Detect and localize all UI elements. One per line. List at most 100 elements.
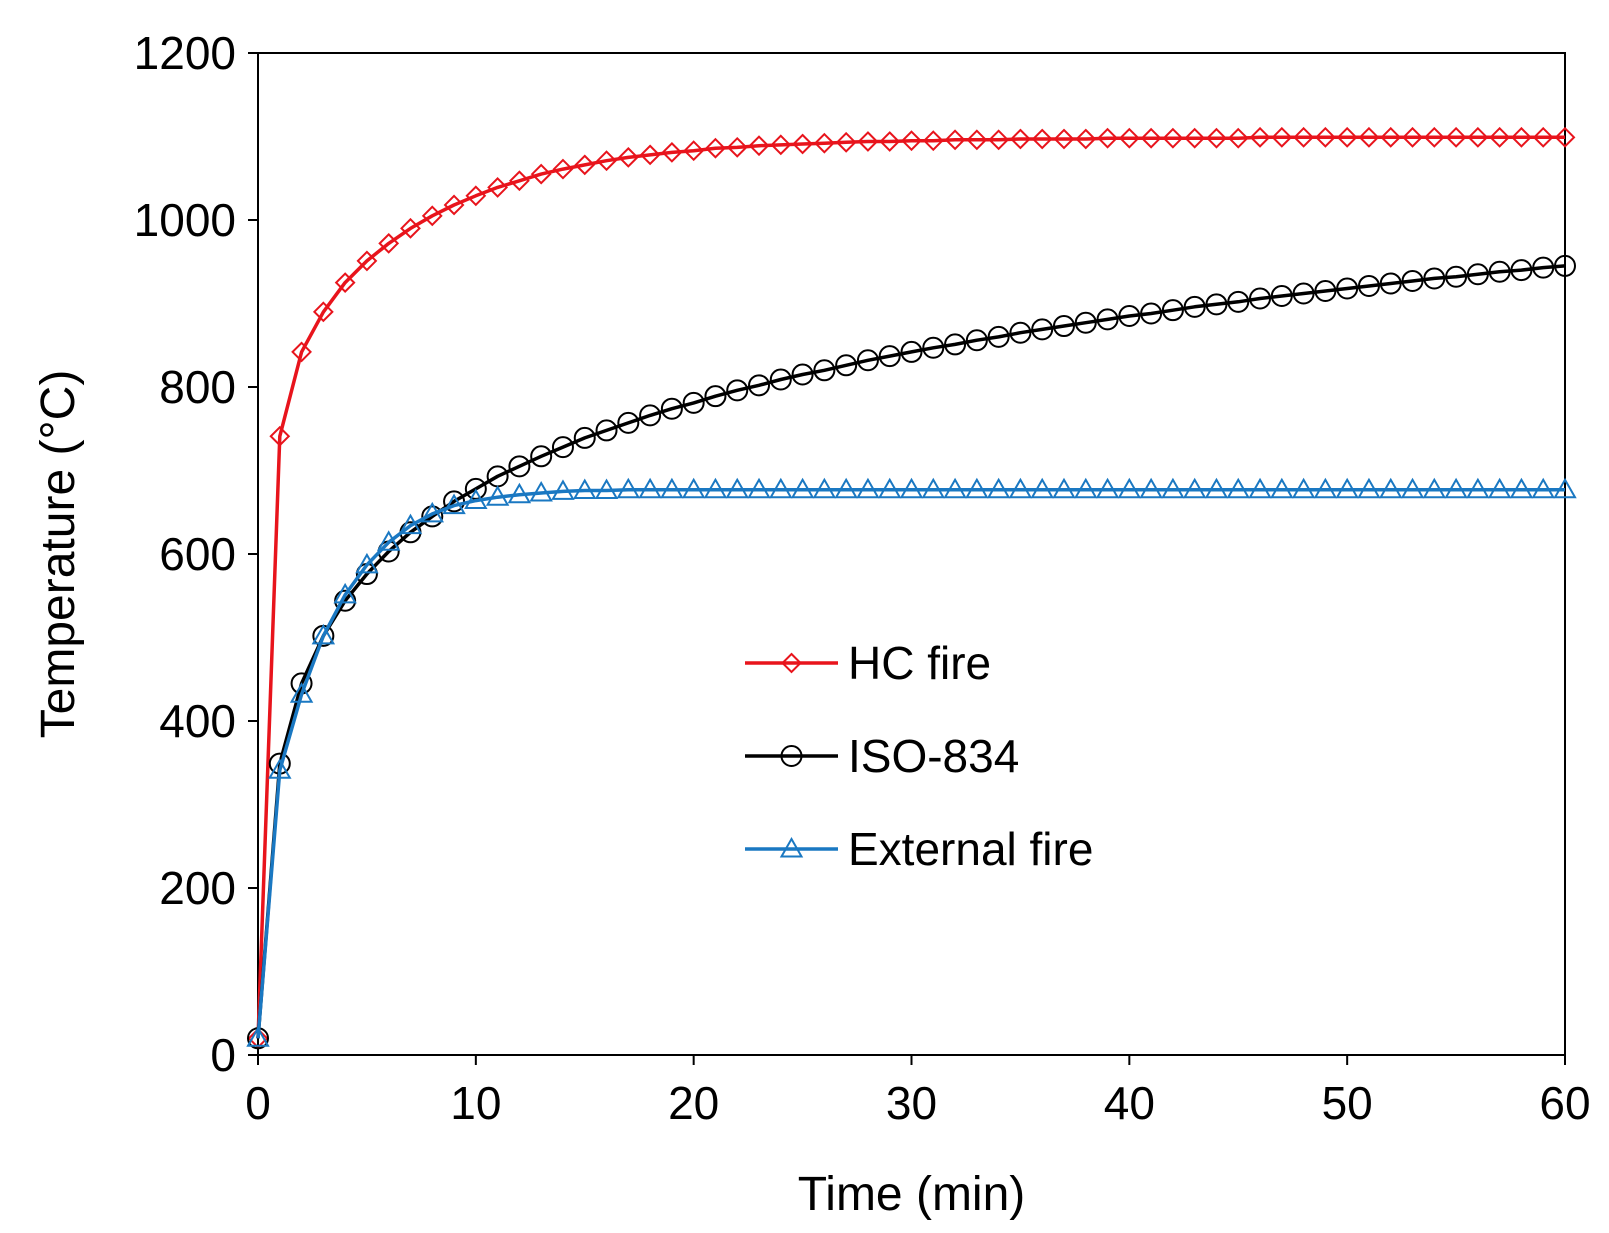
- y-tick-label: 600: [159, 528, 236, 580]
- data-point: [1053, 128, 1075, 150]
- data-point: [878, 345, 901, 368]
- data-point: [944, 129, 966, 151]
- data-point: [1205, 293, 1228, 316]
- data-point: [704, 385, 727, 408]
- data-point: [966, 129, 988, 151]
- data-point: [1400, 477, 1425, 499]
- data-point: [333, 582, 357, 604]
- data-point: [1030, 477, 1054, 499]
- data-point: [1357, 274, 1380, 297]
- data-point: [1206, 127, 1227, 149]
- data-point: [291, 341, 312, 363]
- data-point: [421, 505, 444, 528]
- data-point: [879, 131, 901, 152]
- data-point: [616, 477, 641, 499]
- data-point: [1423, 267, 1446, 290]
- data-point: [792, 133, 813, 155]
- data-point: [987, 325, 1010, 348]
- data-point: [1162, 127, 1184, 149]
- data-point: [965, 477, 989, 499]
- data-point: [268, 758, 292, 779]
- data-point: [1511, 126, 1532, 148]
- data-point: [1466, 263, 1489, 286]
- data-point: [1118, 305, 1141, 328]
- data-point: [1336, 277, 1359, 300]
- data-point: [595, 419, 618, 442]
- data-point: [965, 329, 988, 352]
- data-point: [812, 477, 837, 499]
- data-point: [834, 477, 858, 499]
- x-tick-label: 20: [668, 1077, 719, 1129]
- data-point: [770, 134, 792, 156]
- data-point: [638, 477, 662, 499]
- y-tick-label: 0: [210, 1029, 236, 1081]
- data-point: [748, 135, 770, 157]
- legend-item: External fire: [745, 823, 1093, 875]
- data-point: [1531, 477, 1555, 499]
- data-point: [1183, 295, 1206, 318]
- legend-marker: [779, 836, 804, 858]
- data-point: [791, 363, 814, 386]
- data-point: [639, 404, 662, 427]
- data-point: [1554, 126, 1576, 148]
- data-point: [1401, 269, 1424, 292]
- data-point: [529, 481, 553, 502]
- x-tick-label: 10: [450, 1077, 501, 1129]
- data-point: [835, 131, 857, 153]
- series-line: [256, 135, 1565, 1039]
- data-point: [1380, 126, 1402, 148]
- data-point: [1554, 254, 1576, 277]
- data-point: [986, 477, 1011, 499]
- data-point: [1314, 279, 1337, 302]
- data-point: [573, 426, 596, 449]
- series-iso-834: [247, 254, 1576, 1050]
- data-point: [1097, 127, 1118, 149]
- data-point: [726, 379, 749, 402]
- data-point: [660, 397, 683, 420]
- data-point: [551, 479, 575, 500]
- data-point: [594, 478, 619, 500]
- legend-label: HC fire: [848, 637, 991, 689]
- data-point: [1445, 126, 1467, 148]
- data-point: [334, 272, 356, 294]
- x-tick-label: 50: [1322, 1077, 1373, 1129]
- data-point: [1140, 127, 1162, 149]
- legend-label: External fire: [848, 823, 1093, 875]
- legend-marker: [781, 652, 802, 674]
- data-point: [400, 217, 421, 239]
- data-point: [1074, 477, 1098, 499]
- data-point: [1402, 126, 1423, 148]
- data-point: [508, 455, 531, 478]
- legend: HC fire ISO-834 External fire: [745, 637, 1093, 875]
- data-point: [1357, 477, 1381, 499]
- data-point: [1532, 126, 1554, 148]
- data-point: [769, 368, 792, 391]
- data-point: [1271, 126, 1293, 148]
- data-point: [617, 146, 639, 168]
- data-point: [725, 477, 749, 499]
- data-point: [726, 136, 748, 158]
- series-external-fire: [246, 477, 1577, 1047]
- data-point: [1139, 477, 1163, 499]
- data-point: [1117, 477, 1142, 499]
- series-line: [256, 487, 1565, 1039]
- data-point: [355, 552, 379, 574]
- data-point: [1095, 477, 1120, 499]
- data-point: [443, 490, 466, 513]
- data-point: [312, 301, 334, 323]
- legend-item: HC fire: [745, 637, 991, 689]
- data-point: [1052, 477, 1076, 499]
- data-point: [1553, 477, 1577, 499]
- data-point: [1182, 477, 1207, 499]
- data-point: [1140, 302, 1163, 325]
- y-axis-title: Temperature (°C): [32, 370, 85, 739]
- data-point: [573, 478, 597, 500]
- data-point: [901, 130, 922, 152]
- data-point: [790, 477, 815, 499]
- data-point: [1314, 126, 1336, 148]
- x-tick-label: 0: [245, 1077, 271, 1129]
- x-axis-title: Time (min): [798, 1168, 1026, 1221]
